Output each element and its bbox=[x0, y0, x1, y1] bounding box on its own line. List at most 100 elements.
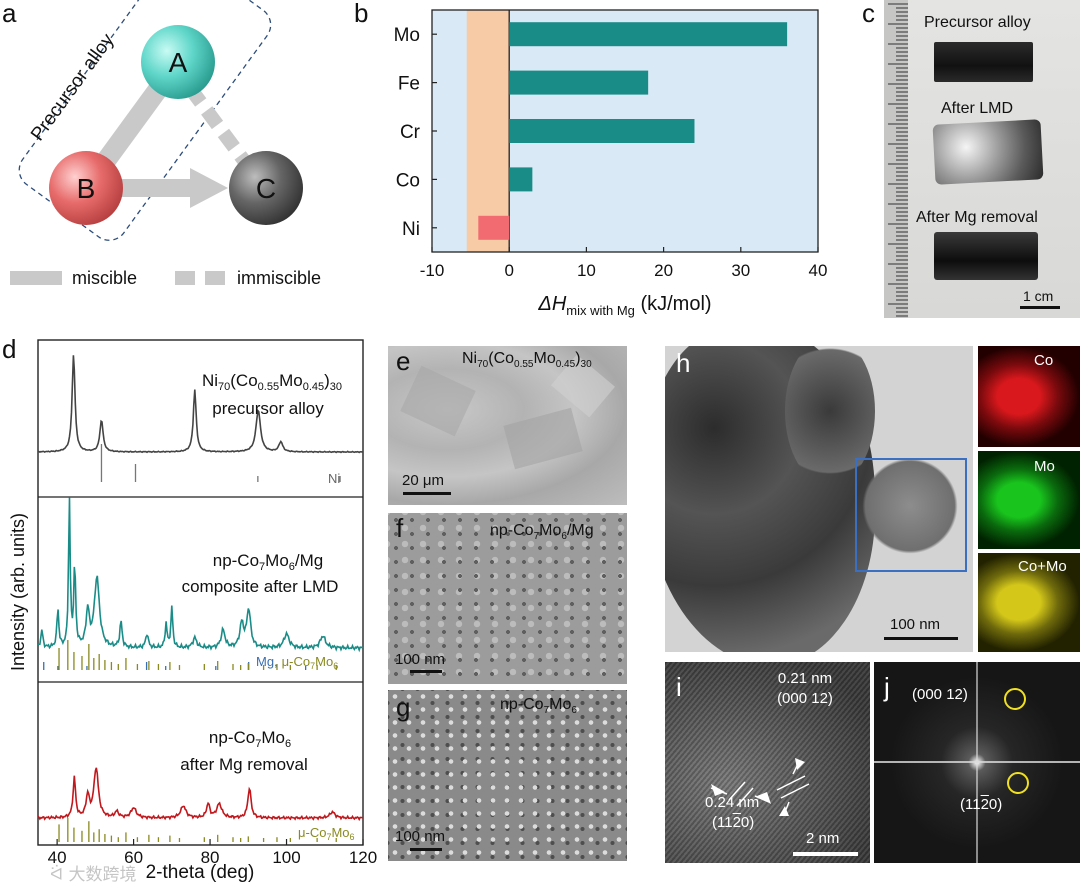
eds-co-label: Co bbox=[1034, 352, 1054, 369]
ni-reference-label: Ni bbox=[328, 471, 340, 486]
panel-a-diagram: A B C Precursor alloy miscible immiscibl… bbox=[10, 0, 321, 288]
eds-mo-label: Mo bbox=[1034, 458, 1055, 475]
xrd-trace-precursor bbox=[37, 355, 364, 454]
category-label-co: Co bbox=[396, 170, 420, 191]
fft-image-j bbox=[874, 662, 1080, 863]
category-label-fe: Fe bbox=[398, 74, 420, 95]
caption-after-mg-removal: After Mg removal bbox=[916, 209, 1038, 226]
tem-h-scale-label: 100 nm bbox=[890, 616, 941, 633]
sem-e-title: Ni70(Co0.55Mo0.45)30 bbox=[462, 350, 592, 371]
tem-image-h bbox=[665, 346, 973, 652]
sem-e-scale-bar bbox=[403, 492, 451, 495]
x-tick-label: -10 bbox=[420, 261, 445, 280]
panel-h-label: h bbox=[676, 348, 691, 378]
precursor-formula: Ni70(Co0.55Mo0.45)30 bbox=[202, 371, 342, 393]
legend-immiscible-label: immiscible bbox=[237, 268, 321, 288]
caption-precursor: Precursor alloy bbox=[924, 14, 1031, 31]
chart-b-xlabel: ΔHmix with Mg (kJ/mol) bbox=[537, 293, 711, 318]
sem-g-scale-label: 100 nm bbox=[395, 828, 446, 845]
dealloyed-caption: after Mg removal bbox=[180, 755, 308, 774]
sem-image-f bbox=[388, 513, 627, 684]
eds-map-comix bbox=[978, 553, 1080, 652]
node-a bbox=[141, 25, 215, 99]
legend-immiscible-swatch-1 bbox=[175, 271, 195, 285]
panel-a-label: a bbox=[2, 0, 17, 28]
xrd-frame bbox=[37, 339, 364, 846]
x-tick-label: 40 bbox=[809, 261, 828, 280]
composite-formula: np-Co7Mo6/Mg bbox=[213, 551, 324, 573]
panel-g-label: g bbox=[396, 692, 411, 722]
precursor-caption: precursor alloy bbox=[212, 399, 324, 418]
node-c-label: C bbox=[256, 173, 276, 204]
node-a-label: A bbox=[169, 47, 188, 78]
fft-spot1-label: (000 12) bbox=[912, 686, 968, 703]
fft-spot2-label: (1120) bbox=[960, 796, 1003, 813]
arrow-head bbox=[190, 168, 228, 208]
hrtem-markers bbox=[710, 758, 810, 816]
dealloyed-reference-label: μ-Co7Mo6 bbox=[298, 825, 355, 842]
bar-ni bbox=[478, 215, 510, 240]
bar-mo bbox=[509, 22, 788, 47]
composite-caption: composite after LMD bbox=[182, 577, 339, 596]
node-c bbox=[229, 151, 303, 225]
panel-j-label: j bbox=[884, 672, 890, 702]
x-tick-label: 30 bbox=[731, 261, 750, 280]
composite-reference-label: Mg, μ-Co7Mo6 bbox=[256, 654, 338, 671]
xrd-x-tick-label: 120 bbox=[349, 848, 377, 867]
hrtem-plane1: (000 12) bbox=[777, 690, 833, 707]
sem-g-title: np-Co7Mo6 bbox=[500, 696, 577, 717]
xrd-x-tick-label: 60 bbox=[124, 848, 143, 867]
xrd-ylabel: Intensity (arb. units) bbox=[8, 513, 28, 671]
xrd-patterns: 40 60 80 100 120 Intensity (arb. units) 2-th… bbox=[8, 339, 377, 883]
panel-i-label: i bbox=[676, 672, 682, 702]
hrtem-plane2: (1120) bbox=[712, 814, 755, 831]
sample-precursor bbox=[934, 42, 1033, 82]
bar-fe bbox=[509, 70, 649, 95]
sem-g-scale-bar bbox=[410, 848, 442, 851]
eds-map-co bbox=[978, 346, 1080, 447]
category-label-ni: Ni bbox=[402, 219, 420, 240]
legend-miscible-swatch bbox=[10, 271, 62, 285]
caption-after-lmd: After LMD bbox=[941, 100, 1014, 117]
xrd-x-tick-label: 40 bbox=[48, 848, 67, 867]
panel-d-label: d bbox=[2, 334, 17, 364]
panel-e-label: e bbox=[396, 346, 411, 376]
miscible-region bbox=[466, 10, 510, 252]
hrtem-scale-bar bbox=[793, 852, 858, 856]
sem-e-scale-label: 20 μm bbox=[402, 472, 444, 489]
sem-image-e bbox=[388, 346, 627, 505]
node-b bbox=[49, 151, 123, 225]
watermark-text: 大数跨境 bbox=[68, 865, 137, 885]
legend-immiscible-swatch-2 bbox=[205, 271, 225, 285]
photo-scale-bar bbox=[1020, 306, 1060, 309]
sem-f-title: np-Co7Mo6/Mg bbox=[490, 522, 594, 543]
x-tick-label: 0 bbox=[504, 261, 513, 280]
eds-map-mo bbox=[978, 451, 1080, 549]
sem-f-scale-label: 100 nm bbox=[395, 651, 446, 668]
fft-markers bbox=[1004, 688, 1029, 794]
xrd-xlabel: 2-theta (deg) bbox=[146, 862, 255, 883]
sample-photo: Precursor alloy After LMD After Mg remov… bbox=[884, 0, 1080, 318]
x-tick-label: 10 bbox=[577, 261, 596, 280]
watermark-icon: ᐛ bbox=[50, 865, 69, 885]
photo-scale-label: 1 cm bbox=[1023, 288, 1054, 304]
panel-f-label: f bbox=[396, 513, 404, 543]
hrtem-scale-label: 2 nm bbox=[806, 830, 840, 847]
category-label-mo: Mo bbox=[394, 25, 420, 46]
tem-h-scale-bar bbox=[884, 637, 958, 640]
xrd-x-tick-label: 100 bbox=[272, 848, 300, 867]
bar-cr bbox=[509, 119, 695, 143]
bar-co bbox=[509, 167, 533, 192]
dealloyed-formula: np-Co7Mo6 bbox=[209, 728, 291, 750]
category-label-cr: Cr bbox=[400, 122, 421, 143]
enthalpy-bar-chart: Mo Fe Cr Co Ni -10 0 10 20 30 40 ΔHmix with Mg (kJ/… bbox=[394, 9, 828, 318]
panel-b-label: b bbox=[354, 0, 369, 28]
tem-selection-box bbox=[855, 458, 967, 572]
xrd-trace-composite bbox=[37, 497, 364, 653]
ruler bbox=[884, 0, 908, 318]
xrd-x-tick-label: 80 bbox=[201, 848, 220, 867]
node-b-label: B bbox=[77, 173, 96, 204]
eds-comix-label: Co+Mo bbox=[1018, 558, 1067, 575]
hrtem-d2: 0.24 nm bbox=[705, 794, 760, 811]
hrtem-d1: 0.21 nm bbox=[777, 670, 833, 687]
